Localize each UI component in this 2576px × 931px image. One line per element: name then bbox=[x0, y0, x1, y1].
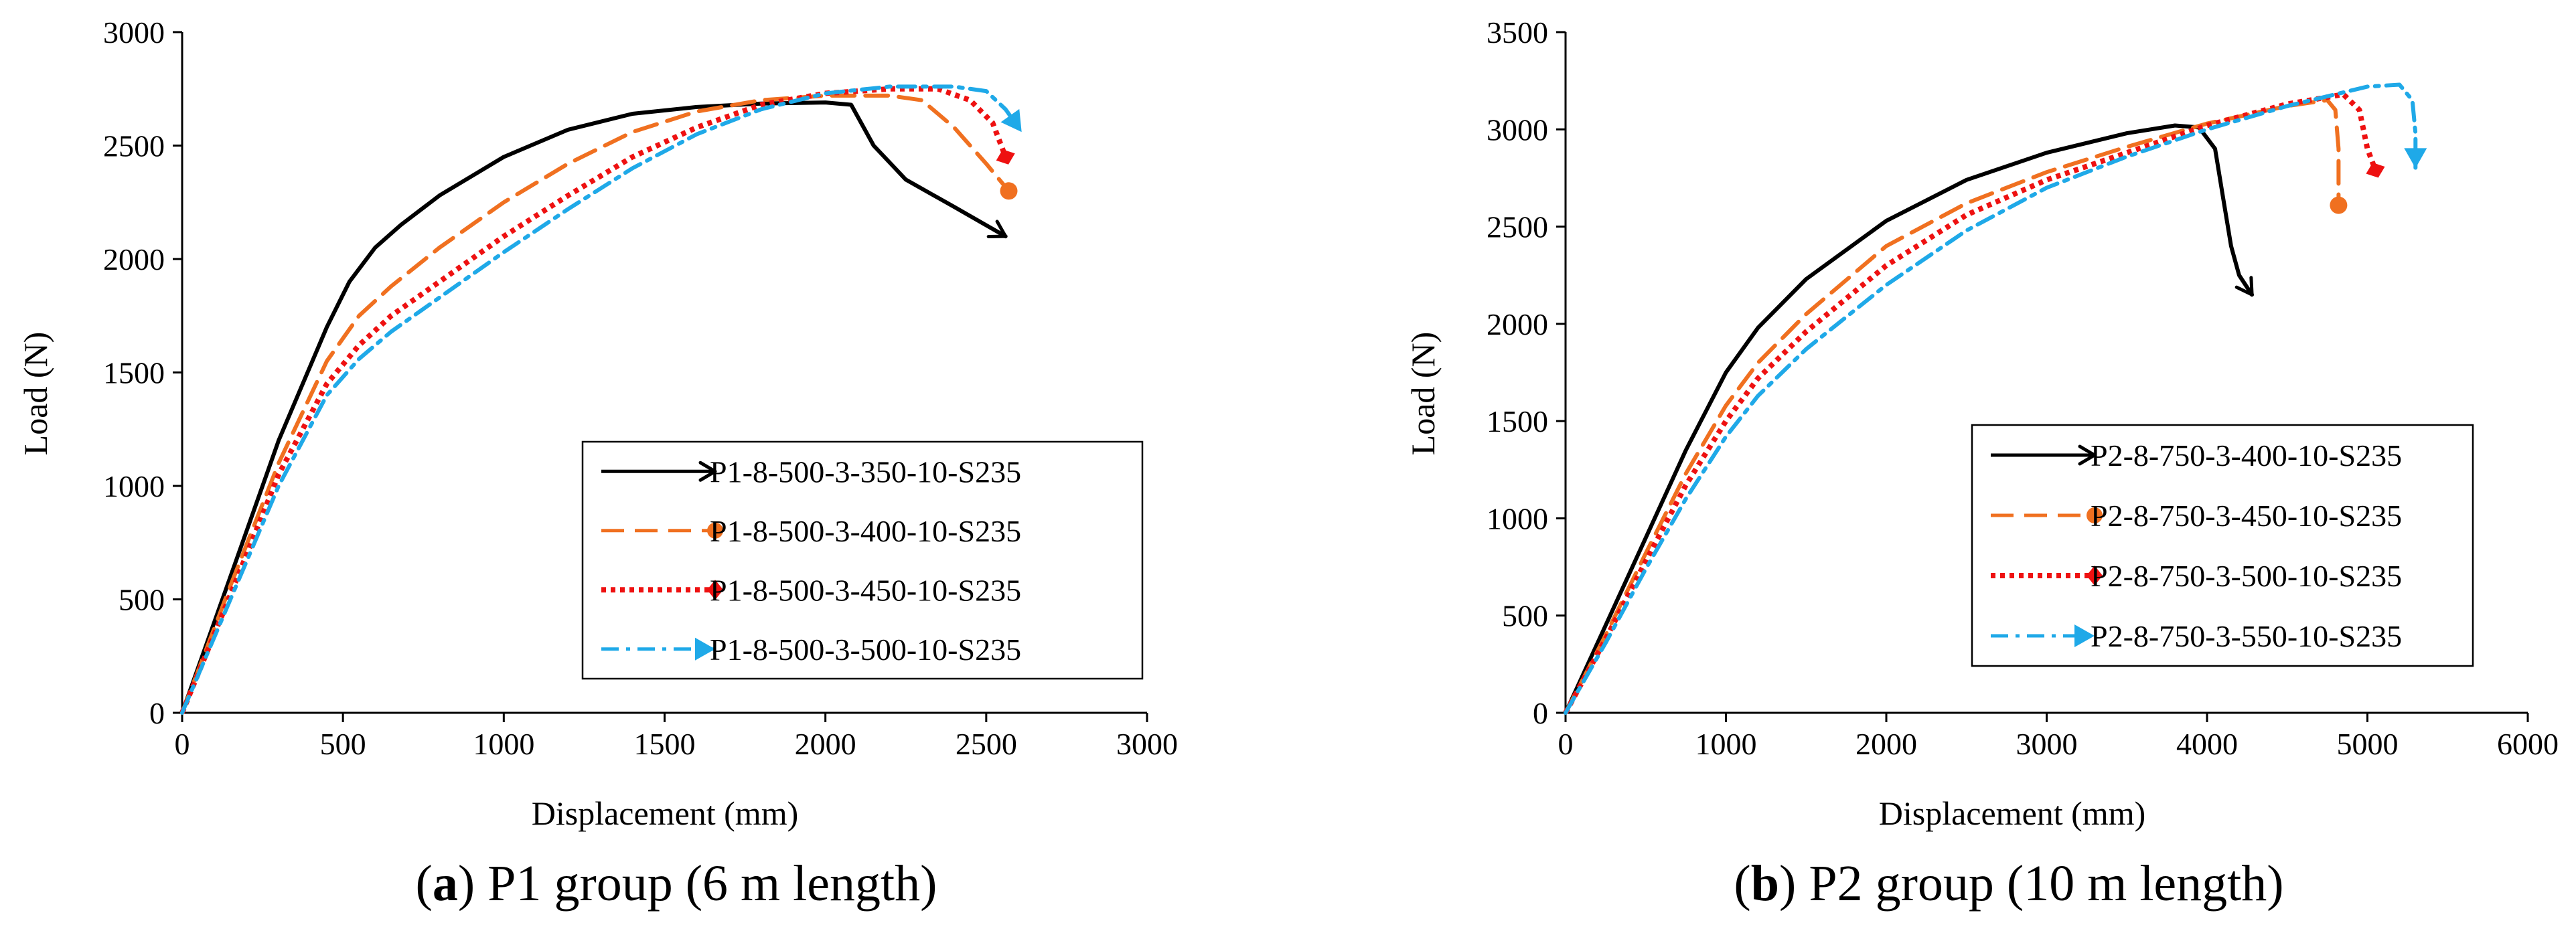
p2-y-tick-label: 0 bbox=[1533, 696, 1548, 730]
p2-legend-marker-3 bbox=[2087, 566, 2103, 586]
p2-x-tick-label: 3000 bbox=[2016, 727, 2078, 761]
p2-series-end-marker-4 bbox=[2404, 148, 2427, 169]
p2-legend-label-1: P2-8-750-3-400-10-S235 bbox=[2091, 438, 2402, 473]
p2-y-tick-label: 1000 bbox=[1487, 501, 1548, 535]
p1-y-tick-label: 2500 bbox=[103, 129, 165, 163]
p1-series-end-marker-2 bbox=[1000, 182, 1018, 200]
p1-legend-marker-4 bbox=[695, 637, 715, 661]
p2-legend-label-4: P2-8-750-3-550-10-S235 bbox=[2091, 619, 2402, 653]
p1-x-axis-label: Displacement (mm) bbox=[532, 794, 799, 832]
p2-y-tick-label: 1500 bbox=[1487, 404, 1548, 438]
p1-caption-text: P1 group (6 m length) bbox=[475, 855, 937, 912]
p1-legend-box bbox=[581, 440, 1144, 680]
p1-series-end-marker-1 bbox=[986, 220, 1008, 238]
p2-x-tick-label: 6000 bbox=[2497, 727, 2559, 761]
p1-y-axis-label: Load (N) bbox=[17, 332, 54, 456]
p1-series-group bbox=[179, 84, 1024, 715]
p2-legend-box bbox=[1971, 424, 2474, 667]
p2-series-end-marker-3 bbox=[2366, 163, 2385, 178]
p1-x-tick-label: 3000 bbox=[1116, 727, 1178, 761]
p1-x-tick-label: 1000 bbox=[473, 727, 534, 761]
p1-legend-label-3: P1-8-500-3-450-10-S235 bbox=[710, 573, 1021, 607]
p2-y-axis-label: Load (N) bbox=[1404, 332, 1442, 456]
p1-x-tick-label: 0 bbox=[175, 727, 190, 761]
p2-series-line-2 bbox=[1564, 98, 2341, 715]
p2-x-tick-label: 1000 bbox=[1695, 727, 1757, 761]
p1-y-tick-label: 500 bbox=[119, 583, 165, 617]
p2-axes: 0 500 1000 1500 2000 2500 3000 3500 0 1000 2000 300… bbox=[1487, 15, 2559, 761]
p2-y-tick-label: 2000 bbox=[1487, 307, 1548, 341]
p1-legend-label-4: P1-8-500-3-500-10-S235 bbox=[710, 632, 1021, 667]
p2-legend-label-2: P2-8-750-3-450-10-S235 bbox=[2091, 499, 2402, 533]
p1-y-tick-label: 1500 bbox=[103, 356, 165, 390]
p1-caption: (a) P1 group (6 m length) bbox=[416, 855, 937, 912]
p2-series-line-1 bbox=[1564, 123, 2255, 715]
p1-legend-label-2: P1-8-500-3-400-10-S235 bbox=[710, 514, 1021, 548]
p1-axes: 0 500 1000 1500 2000 2500 3000 0 500 1000 1500 2000… bbox=[103, 15, 1178, 761]
p2-series-line-4 bbox=[1564, 82, 2418, 715]
p1-series-line-1 bbox=[180, 100, 1008, 715]
p2-caption-letter: b bbox=[1751, 855, 1779, 912]
p2-legend-marker-4 bbox=[2074, 624, 2095, 647]
p1-x-tick-label: 2000 bbox=[795, 727, 856, 761]
p1-legend-marker-1 bbox=[698, 460, 717, 482]
p1-series-line-4 bbox=[180, 84, 1024, 715]
p2-caption-text: P2 group (10 m length) bbox=[1796, 855, 2283, 912]
p1-x-tick-label: 2500 bbox=[956, 727, 1017, 761]
p1-legend-marker-3 bbox=[707, 580, 723, 600]
p2-caption: (b) P2 group (10 m length) bbox=[1734, 855, 2283, 912]
p1-legend: P1-8-500-3-350-10-S235 P1-8-500-3-400-10-… bbox=[581, 440, 1144, 680]
p2-series-line-3 bbox=[1563, 92, 2378, 714]
p2-legend-marker-2 bbox=[2087, 507, 2103, 523]
p1-caption-letter: a bbox=[433, 855, 458, 912]
p1-y-tick-label: 2000 bbox=[103, 242, 165, 276]
p1-legend-label-1: P1-8-500-3-350-10-S235 bbox=[710, 454, 1021, 489]
p2-legend-marker-1 bbox=[2078, 444, 2097, 466]
p2-series-end-marker-1 bbox=[2234, 276, 2254, 297]
chart-panel-p2: 0 500 1000 1500 2000 2500 3000 3500 0 1000 2000 300… bbox=[1404, 15, 2559, 912]
p1-x-tick-label: 500 bbox=[320, 727, 366, 761]
p1-y-tick-label: 3000 bbox=[103, 15, 165, 50]
p2-y-tick-label: 500 bbox=[1502, 599, 1548, 633]
p1-series-line-3 bbox=[179, 86, 1008, 714]
p1-series-end-marker-3 bbox=[996, 149, 1015, 165]
p2-x-tick-label: 5000 bbox=[2337, 727, 2399, 761]
chart-panel-p1: 0 500 1000 1500 2000 2500 3000 0 500 1000 1500 2000… bbox=[17, 15, 1178, 912]
p2-x-tick-label: 4000 bbox=[2176, 727, 2238, 761]
p2-series-end-marker-2 bbox=[2330, 196, 2348, 214]
p2-x-tick-label: 0 bbox=[1558, 727, 1574, 761]
p2-x-axis-label: Displacement (mm) bbox=[1879, 794, 2146, 832]
p1-y-tick-label: 1000 bbox=[103, 469, 165, 503]
p1-legend-marker-2 bbox=[707, 522, 723, 539]
p1-y-tick-label: 0 bbox=[149, 696, 165, 730]
p1-series-end-marker-4 bbox=[1000, 108, 1022, 133]
p2-x-tick-label: 2000 bbox=[1855, 727, 1917, 761]
p2-y-tick-label: 3000 bbox=[1487, 112, 1548, 147]
p2-y-tick-label: 2500 bbox=[1487, 210, 1548, 244]
p2-series-group bbox=[1563, 82, 2427, 715]
p2-legend: P2-8-750-3-400-10-S235 P2-8-750-3-450-10-… bbox=[1971, 424, 2474, 667]
p2-y-tick-label: 3500 bbox=[1487, 15, 1548, 50]
p1-x-tick-label: 1500 bbox=[634, 727, 696, 761]
p2-legend-label-3: P2-8-750-3-500-10-S235 bbox=[2091, 559, 2402, 593]
